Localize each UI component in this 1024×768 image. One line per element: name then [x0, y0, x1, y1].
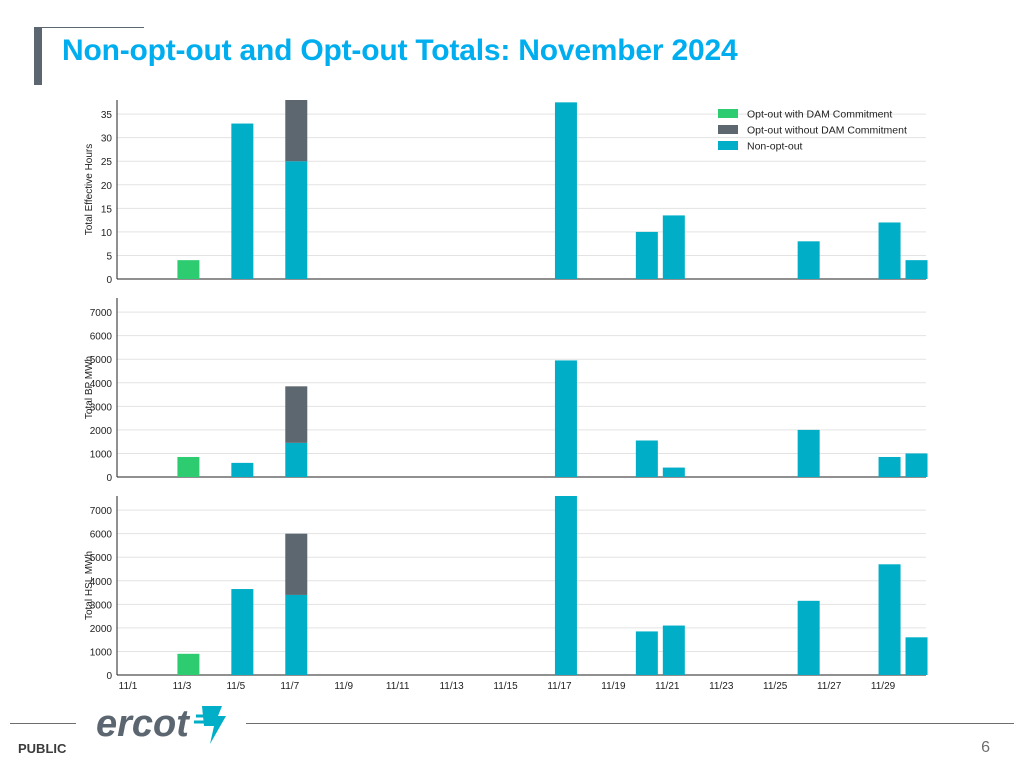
bar-non-opt-out-11-7 [285, 161, 308, 279]
bar-opt-out-without-dam-commitment-11-7 [285, 100, 308, 162]
bar-non-opt-out-11-20 [635, 631, 658, 675]
bar-opt-out-with-dam-commitment-11-3 [177, 653, 200, 675]
y-tick-label: 5 [106, 251, 112, 262]
y-tick-label: 5000 [90, 553, 113, 564]
x-tick-label: 11/27 [817, 681, 842, 692]
bar-opt-out-without-dam-commitment-11-7 [285, 533, 308, 595]
bar-opt-out-without-dam-commitment-11-7 [285, 386, 308, 443]
x-tick-label: 11/29 [871, 681, 896, 692]
y-axis-label: Total HSL MWh [84, 551, 95, 620]
bar-non-opt-out-11-20 [635, 440, 658, 477]
x-tick-label: 11/7 [280, 681, 299, 692]
logo-wordmark: ercot [96, 703, 190, 745]
slide-title: Non-opt-out and Opt-out Totals: November… [62, 34, 738, 67]
bar-non-opt-out-11-30 [905, 637, 928, 675]
legend-label: Opt-out without DAM Commitment [747, 125, 907, 137]
bar-non-opt-out-11-26 [797, 600, 820, 675]
y-tick-label: 6000 [90, 530, 113, 541]
x-tick-label: 11/15 [493, 681, 518, 692]
y-axis-label: Total Effective Hours [84, 144, 95, 236]
stacked-bar-charts: 0 5 10 15 20 25 30 35 Total Effective Hours 0 1000… [84, 100, 928, 692]
bar-non-opt-out-11-5 [231, 589, 254, 675]
bar-non-opt-out-11-26 [797, 241, 820, 279]
footer-rule-left [10, 723, 76, 724]
bar-non-opt-out-11-21 [662, 625, 685, 675]
bar-non-opt-out-11-20 [635, 231, 658, 279]
x-tick-label: 11/17 [547, 681, 572, 692]
y-tick-label: 3000 [90, 402, 113, 413]
bar-non-opt-out-11-30 [905, 260, 928, 279]
bar-opt-out-with-dam-commitment-11-3 [177, 260, 200, 279]
title-accent-bar [34, 27, 42, 85]
x-tick-label: 11/5 [226, 681, 245, 692]
y-tick-label: 5000 [90, 355, 113, 366]
x-tick-label: 11/23 [709, 681, 734, 692]
y-tick-label: 7000 [90, 308, 113, 319]
y-tick-label: 15 [101, 204, 113, 215]
y-tick-label: 35 [101, 110, 113, 121]
y-tick-label: 25 [101, 157, 113, 168]
bar-non-opt-out-11-26 [797, 429, 820, 477]
y-tick-label: 10 [101, 228, 113, 239]
y-tick-label: 1000 [90, 449, 113, 460]
y-tick-label: 3000 [90, 600, 113, 611]
title-rule [34, 27, 144, 28]
bar-non-opt-out-11-29 [878, 222, 901, 279]
y-tick-label: 4000 [90, 577, 113, 588]
public-label: PUBLIC [18, 741, 67, 756]
bar-non-opt-out-11-29 [878, 564, 901, 675]
bar-non-opt-out-11-30 [905, 453, 928, 477]
bar-non-opt-out-11-17 [554, 496, 577, 675]
bar-non-opt-out-11-17 [554, 360, 577, 477]
y-tick-label: 0 [106, 671, 112, 682]
legend-label: Opt-out with DAM Commitment [747, 109, 892, 121]
footer-rule-right [246, 723, 1014, 724]
y-tick-label: 0 [106, 275, 112, 286]
x-tick-label: 11/25 [763, 681, 788, 692]
bar-non-opt-out-11-5 [231, 123, 254, 279]
x-tick-label: 11/3 [173, 681, 192, 692]
bar-non-opt-out-11-21 [662, 467, 685, 477]
x-tick-label: 11/1 [119, 681, 138, 692]
x-tick-label: 11/19 [601, 681, 626, 692]
x-tick-label: 11/21 [655, 681, 680, 692]
bar-non-opt-out-11-21 [662, 215, 685, 279]
x-tick-label: 11/13 [439, 681, 464, 692]
y-tick-label: 4000 [90, 379, 113, 390]
bar-non-opt-out-11-5 [231, 462, 254, 477]
y-tick-label: 30 [101, 134, 113, 145]
y-axis-label: Total BP MWh [84, 356, 95, 419]
x-tick-label: 11/11 [386, 681, 410, 692]
legend-swatch [718, 109, 738, 118]
bar-non-opt-out-11-17 [554, 102, 577, 280]
bar-opt-out-with-dam-commitment-11-3 [177, 456, 200, 477]
bar-non-opt-out-11-7 [285, 594, 308, 675]
y-tick-label: 1000 [90, 647, 113, 658]
y-tick-label: 2000 [90, 624, 113, 635]
legend-label: Non-opt-out [747, 141, 803, 153]
y-tick-label: 0 [106, 473, 112, 484]
y-tick-label: 2000 [90, 426, 113, 437]
page-number: 6 [981, 739, 990, 756]
y-tick-label: 7000 [90, 506, 113, 517]
legend-swatch [718, 125, 738, 134]
legend-swatch [718, 141, 738, 150]
logo-bolt-icon [194, 706, 226, 744]
bar-non-opt-out-11-7 [285, 442, 308, 477]
bar-non-opt-out-11-29 [878, 456, 901, 477]
x-tick-label: 11/9 [334, 681, 353, 692]
ercot-logo: ercot [96, 703, 226, 745]
y-tick-label: 6000 [90, 332, 113, 343]
y-tick-label: 20 [101, 181, 113, 192]
